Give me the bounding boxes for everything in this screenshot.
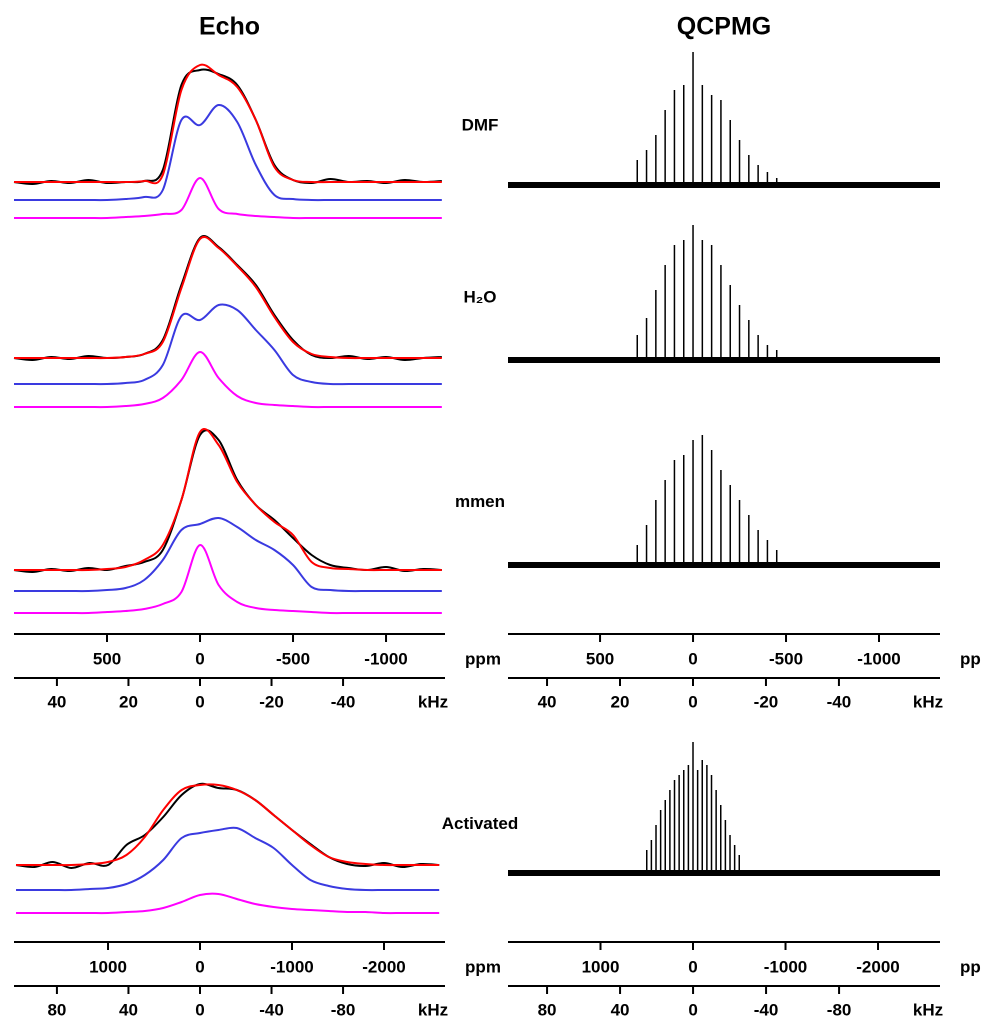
x2-tick-label: -20 (259, 692, 284, 711)
spectrum-line (14, 516, 442, 593)
x-axis-label: ppm (960, 649, 982, 668)
x2-tick-label: -40 (331, 692, 356, 711)
x-tick-label: -1000 (364, 649, 407, 668)
x-tick-label: -1000 (764, 957, 807, 976)
spectrum-line (14, 428, 442, 572)
spectrum-line (13, 351, 442, 409)
sample-label: DMF (462, 115, 499, 134)
x2-tick-label: 40 (119, 1000, 138, 1016)
x-tick-label: -500 (769, 649, 803, 668)
x2-tick-label: -40 (827, 692, 852, 711)
x2-tick-label: 40 (538, 692, 557, 711)
spectrum-line (16, 783, 440, 867)
spectrum-line (13, 303, 442, 386)
spectrum-line (13, 235, 442, 362)
x2-tick-label: 40 (611, 1000, 630, 1016)
x2-tick-label: 40 (47, 692, 66, 711)
x-tick-label: -500 (276, 649, 310, 668)
sample-label: Activated (442, 814, 519, 833)
spectrum-line (15, 782, 440, 870)
x-axis-label: ppm (960, 957, 982, 976)
x2-tick-label: -80 (827, 1000, 852, 1016)
x2-tick-label: 0 (195, 692, 204, 711)
x2-tick-label: -40 (259, 1000, 284, 1016)
x-tick-label: 0 (195, 649, 204, 668)
spectrum-line (14, 235, 442, 360)
spectrum-line (14, 63, 442, 185)
x2-tick-label: 80 (538, 1000, 557, 1016)
x2-axis-label: kHz (418, 1000, 448, 1016)
x2-tick-label: 80 (47, 1000, 66, 1016)
spectrum-line (14, 104, 442, 202)
x2-tick-label: 0 (688, 1000, 697, 1016)
x2-axis-label: kHz (913, 692, 943, 711)
spectrum-line (16, 826, 440, 892)
x-tick-label: -2000 (362, 957, 405, 976)
x-tick-label: 500 (586, 649, 614, 668)
sample-label: mmen (455, 492, 505, 511)
panel-title: Echo (199, 13, 260, 41)
x2-tick-label: 0 (688, 692, 697, 711)
x-tick-label: -1000 (270, 957, 313, 976)
x2-axis-label: kHz (913, 1000, 943, 1016)
x2-tick-label: -20 (754, 692, 779, 711)
x2-tick-label: 0 (195, 1000, 204, 1016)
x-tick-label: 0 (688, 649, 697, 668)
x-tick-label: -1000 (857, 649, 900, 668)
spectrum-line (14, 176, 442, 220)
x-axis-label: ppm (465, 649, 501, 668)
x2-tick-label: 20 (119, 692, 138, 711)
spectrum-line (13, 68, 442, 186)
x-tick-label: -2000 (856, 957, 899, 976)
sample-label: H₂O (463, 287, 496, 306)
x-tick-label: 1000 (582, 957, 620, 976)
x-tick-label: 1000 (89, 957, 127, 976)
panel-title: QCPMG (677, 13, 771, 41)
x2-tick-label: 20 (611, 692, 630, 711)
x-axis-label: ppm (465, 957, 501, 976)
x-tick-label: 0 (688, 957, 697, 976)
x-tick-label: 500 (93, 649, 121, 668)
x2-tick-label: -80 (331, 1000, 356, 1016)
x2-tick-label: -40 (754, 1000, 779, 1016)
spectrum-line (13, 429, 442, 574)
spectrum-line (14, 544, 442, 615)
spectrum-line (16, 892, 440, 915)
x2-axis-label: kHz (418, 692, 448, 711)
x-tick-label: 0 (195, 957, 204, 976)
